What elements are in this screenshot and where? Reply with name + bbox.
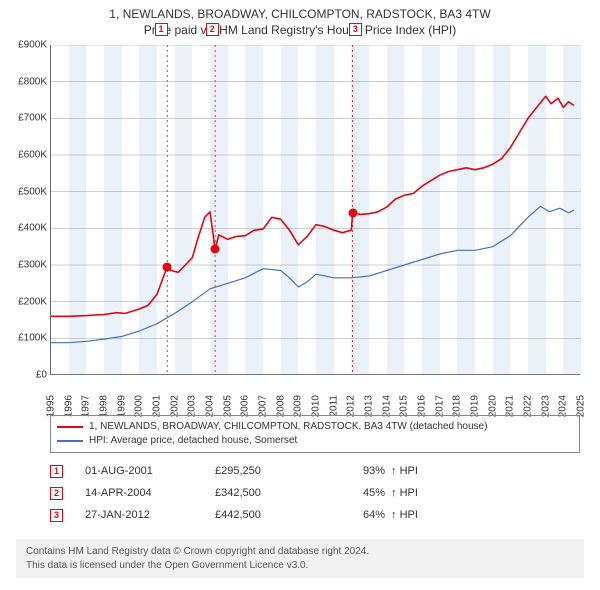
x-axis-tick-label: 2018 bbox=[452, 395, 463, 417]
sale-price: £295,250 bbox=[215, 465, 325, 477]
sales-table: 1 01-AUG-2001 £295,250 93% ↑ HPI 2 14-AP… bbox=[50, 460, 580, 526]
sale-date: 01-AUG-2001 bbox=[85, 465, 215, 477]
y-axis-tick-label: £500K bbox=[7, 186, 47, 197]
sales-row: 1 01-AUG-2001 £295,250 93% ↑ HPI bbox=[50, 460, 580, 482]
sale-marker-flag: 2 bbox=[206, 23, 219, 36]
sale-price: £442,500 bbox=[215, 509, 325, 521]
x-axis-tick-label: 2019 bbox=[470, 395, 481, 417]
y-axis-tick-label: £300K bbox=[7, 260, 47, 271]
x-axis-tick-label: 2001 bbox=[152, 395, 163, 417]
x-axis-tick-label: 2013 bbox=[364, 395, 375, 417]
sale-hpi: ↑ HPI bbox=[385, 465, 435, 477]
legend-swatch-hpi bbox=[57, 440, 83, 442]
x-axis-tick-label: 1995 bbox=[46, 395, 57, 417]
y-axis-tick-label: £900K bbox=[7, 40, 47, 51]
y-axis-tick-label: £600K bbox=[7, 150, 47, 161]
footer-box: Contains HM Land Registry data © Crown c… bbox=[16, 539, 584, 578]
x-axis-tick-label: 1999 bbox=[116, 395, 127, 417]
sale-hpi: ↑ HPI bbox=[385, 487, 435, 499]
sale-pct: 64% bbox=[325, 509, 385, 521]
title-line-1: 1, NEWLANDS, BROADWAY, CHILCOMPTON, RADS… bbox=[10, 6, 590, 22]
x-axis-tick-label: 2025 bbox=[576, 395, 587, 417]
x-axis-tick-label: 2021 bbox=[505, 395, 516, 417]
legend-swatch-property bbox=[57, 426, 83, 428]
x-axis-tick-label: 2011 bbox=[328, 395, 339, 417]
sale-pct: 93% bbox=[325, 465, 385, 477]
sale-hpi: ↑ HPI bbox=[385, 509, 435, 521]
sale-marker-flag: 3 bbox=[349, 23, 362, 36]
x-axis-tick-label: 2022 bbox=[523, 395, 534, 417]
sale-point bbox=[211, 245, 220, 254]
sale-date: 14-APR-2004 bbox=[85, 487, 215, 499]
x-axis-tick-label: 2006 bbox=[240, 395, 251, 417]
chart-svg bbox=[51, 45, 581, 375]
x-axis-tick-label: 1996 bbox=[63, 395, 74, 417]
sale-point bbox=[163, 262, 172, 271]
x-axis-tick-label: 2004 bbox=[205, 395, 216, 417]
x-axis-tick-label: 2012 bbox=[346, 395, 357, 417]
x-axis-tick-label: 2005 bbox=[222, 395, 233, 417]
sale-price: £342,500 bbox=[215, 487, 325, 499]
series-hpi bbox=[51, 206, 574, 342]
sales-row: 3 27-JAN-2012 £442,500 64% ↑ HPI bbox=[50, 504, 580, 526]
sale-pct: 45% bbox=[325, 487, 385, 499]
chart-title: 1, NEWLANDS, BROADWAY, CHILCOMPTON, RADS… bbox=[0, 0, 600, 40]
x-axis-tick-label: 2002 bbox=[169, 395, 180, 417]
x-axis-tick-label: 2024 bbox=[558, 395, 569, 417]
footer-line-1: Contains HM Land Registry data © Crown c… bbox=[26, 545, 574, 559]
x-axis-tick-label: 1997 bbox=[81, 395, 92, 417]
sale-marker-flag: 1 bbox=[155, 23, 168, 36]
chart-plot-area: £0£100K£200K£300K£400K£500K£600K£700K£80… bbox=[50, 45, 580, 375]
x-axis-tick-label: 2009 bbox=[293, 395, 304, 417]
y-axis-tick-label: £100K bbox=[7, 333, 47, 344]
sale-marker-badge: 3 bbox=[50, 509, 63, 522]
legend-row-property: 1, NEWLANDS, BROADWAY, CHILCOMPTON, RADS… bbox=[57, 420, 573, 434]
x-axis-tick-label: 2015 bbox=[399, 395, 410, 417]
footer-line-2: This data is licensed under the Open Gov… bbox=[26, 559, 574, 573]
y-axis-tick-label: £700K bbox=[7, 113, 47, 124]
sale-date: 27-JAN-2012 bbox=[85, 509, 215, 521]
y-axis-tick-label: £400K bbox=[7, 223, 47, 234]
x-axis-tick-label: 2017 bbox=[434, 395, 445, 417]
legend-row-hpi: HPI: Average price, detached house, Some… bbox=[57, 434, 573, 448]
title-line-2: Price paid vs. HM Land Registry's House … bbox=[10, 22, 590, 38]
legend-label-hpi: HPI: Average price, detached house, Some… bbox=[89, 434, 297, 448]
x-axis-tick-label: 2023 bbox=[540, 395, 551, 417]
sale-marker-badge: 1 bbox=[50, 465, 63, 478]
footer: Contains HM Land Registry data © Crown c… bbox=[6, 533, 594, 584]
x-axis-tick-label: 2003 bbox=[187, 395, 198, 417]
sale-marker-badge: 2 bbox=[50, 487, 63, 500]
x-axis-tick-label: 1998 bbox=[99, 395, 110, 417]
chart-legend: 1, NEWLANDS, BROADWAY, CHILCOMPTON, RADS… bbox=[50, 415, 580, 453]
x-axis-tick-label: 2016 bbox=[417, 395, 428, 417]
y-axis-tick-label: £0 bbox=[7, 370, 47, 381]
y-axis-tick-label: £800K bbox=[7, 76, 47, 87]
x-axis-tick-label: 2020 bbox=[487, 395, 498, 417]
y-axis-tick-label: £200K bbox=[7, 296, 47, 307]
sale-point bbox=[348, 208, 357, 217]
series-property bbox=[51, 96, 574, 316]
x-axis-tick-label: 2010 bbox=[311, 395, 322, 417]
sales-row: 2 14-APR-2004 £342,500 45% ↑ HPI bbox=[50, 482, 580, 504]
x-axis-tick-label: 2000 bbox=[134, 395, 145, 417]
x-axis-tick-label: 2007 bbox=[258, 395, 269, 417]
x-axis-tick-label: 2008 bbox=[275, 395, 286, 417]
legend-label-property: 1, NEWLANDS, BROADWAY, CHILCOMPTON, RADS… bbox=[89, 420, 487, 434]
x-axis-tick-label: 2014 bbox=[381, 395, 392, 417]
